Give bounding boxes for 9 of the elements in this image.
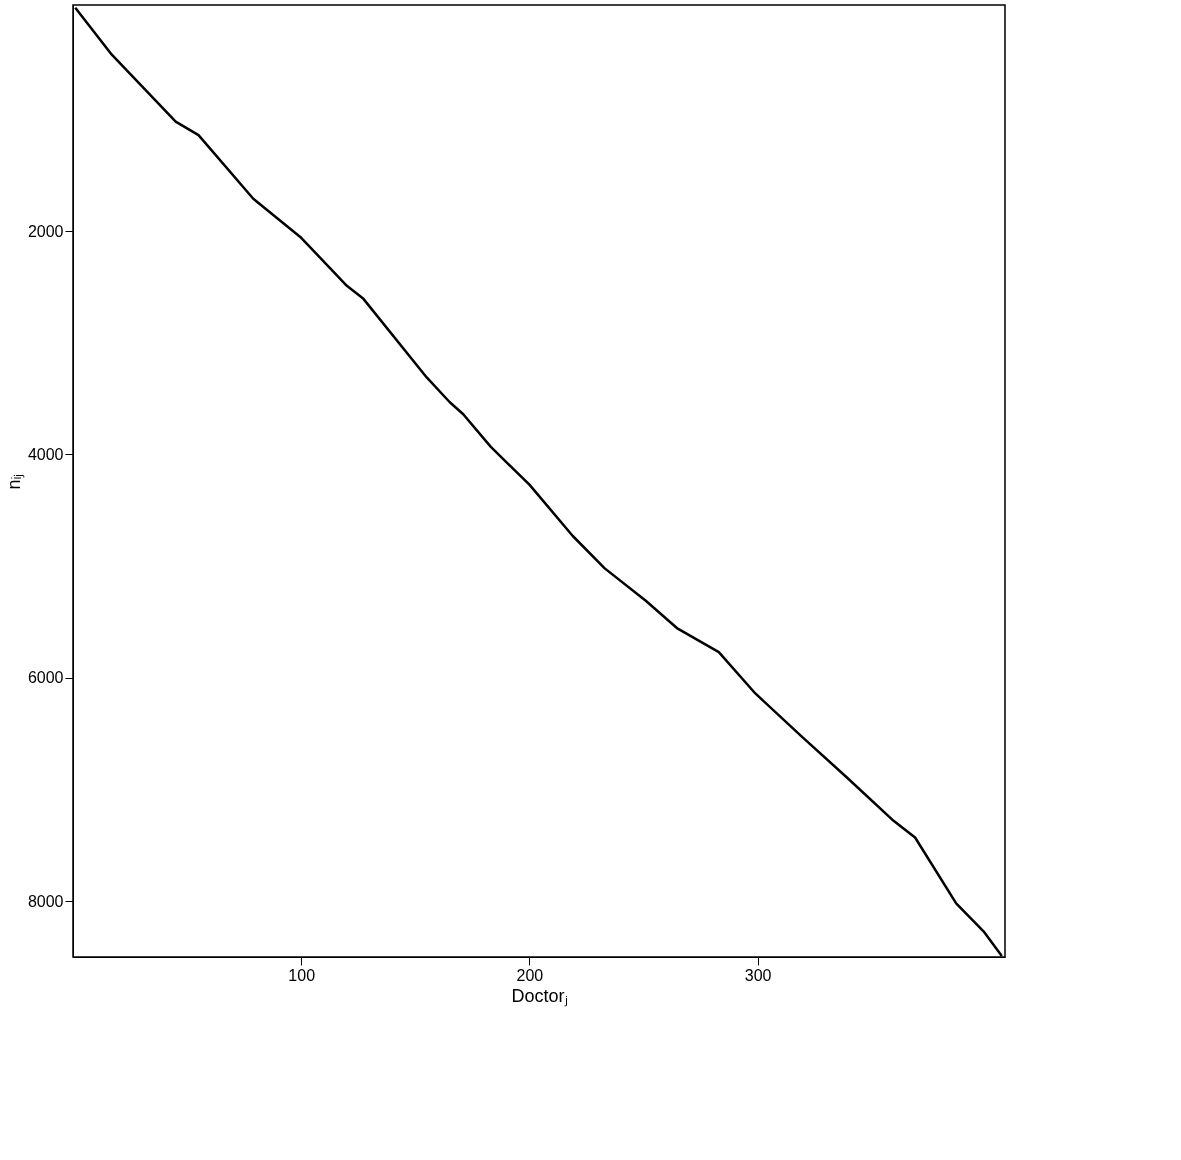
y-tick-label: 8000 (27, 892, 64, 910)
x-axis-title: Doctorⱼ (511, 985, 568, 1007)
y-tick-label: 4000 (27, 445, 64, 463)
y-axis-title: nᵢⱼ (3, 473, 25, 490)
y-tick-label: 2000 (27, 222, 64, 240)
x-tick-label: 300 (744, 966, 772, 984)
x-tick-label: 100 (288, 966, 316, 984)
x-tick-label: 200 (516, 966, 544, 984)
y-tick-label: 6000 (27, 669, 64, 687)
